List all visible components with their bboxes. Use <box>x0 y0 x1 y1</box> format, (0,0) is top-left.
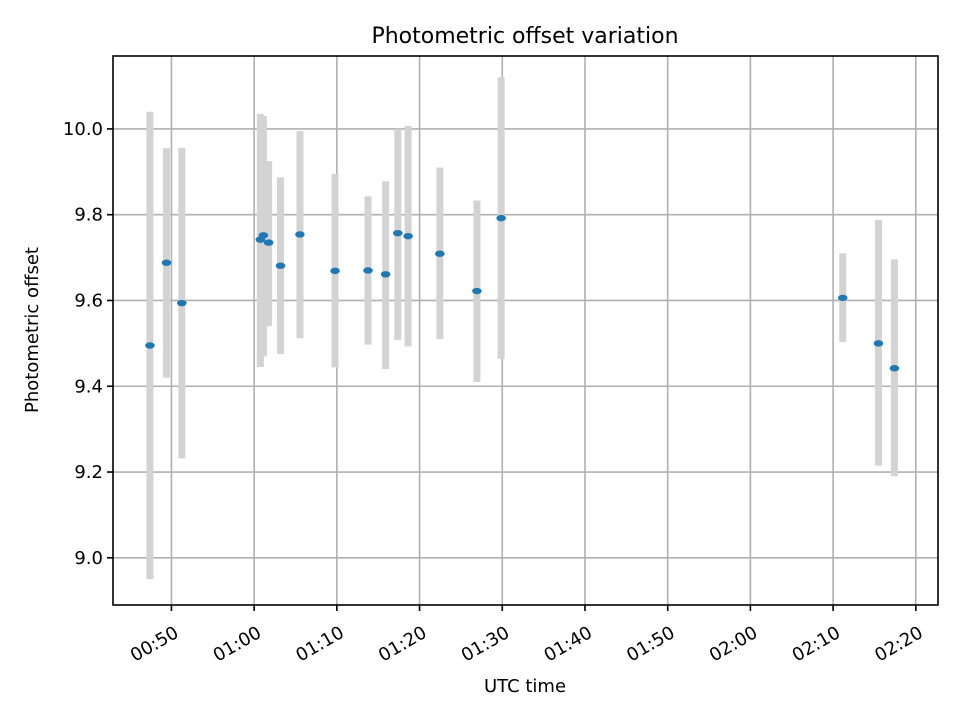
data-points <box>145 214 900 372</box>
data-point <box>392 229 403 237</box>
data-point <box>176 299 187 307</box>
data-point <box>380 271 391 278</box>
y-axis-label: Photometric offset <box>22 247 43 413</box>
y-tick-label: 9.6 <box>74 290 103 311</box>
chart-title: Photometric offset variation <box>371 24 678 49</box>
data-point <box>889 365 900 372</box>
plot-frame <box>112 55 939 606</box>
data-point <box>472 287 482 295</box>
y-axis: 9.0 9.2 9.4 9.6 9.8 10.0 <box>63 119 113 569</box>
data-point <box>161 259 172 266</box>
data-point <box>145 342 155 349</box>
data-point <box>363 267 373 274</box>
data-point <box>263 239 274 246</box>
data-point <box>403 232 413 240</box>
data-point <box>496 214 506 222</box>
y-tick-label: 9.4 <box>74 376 103 397</box>
data-point <box>873 340 884 347</box>
data-point <box>837 294 848 302</box>
data-point <box>275 262 286 269</box>
data-point <box>330 267 340 275</box>
data-point <box>295 231 305 238</box>
y-tick-label: 10.0 <box>63 119 103 140</box>
data-point <box>258 232 269 239</box>
data-point <box>435 250 445 257</box>
y-tick-label: 9.0 <box>74 548 103 569</box>
x-axis-label: UTC time <box>484 676 566 697</box>
y-tick-label: 9.2 <box>74 462 103 483</box>
y-tick-label: 9.8 <box>74 205 103 226</box>
